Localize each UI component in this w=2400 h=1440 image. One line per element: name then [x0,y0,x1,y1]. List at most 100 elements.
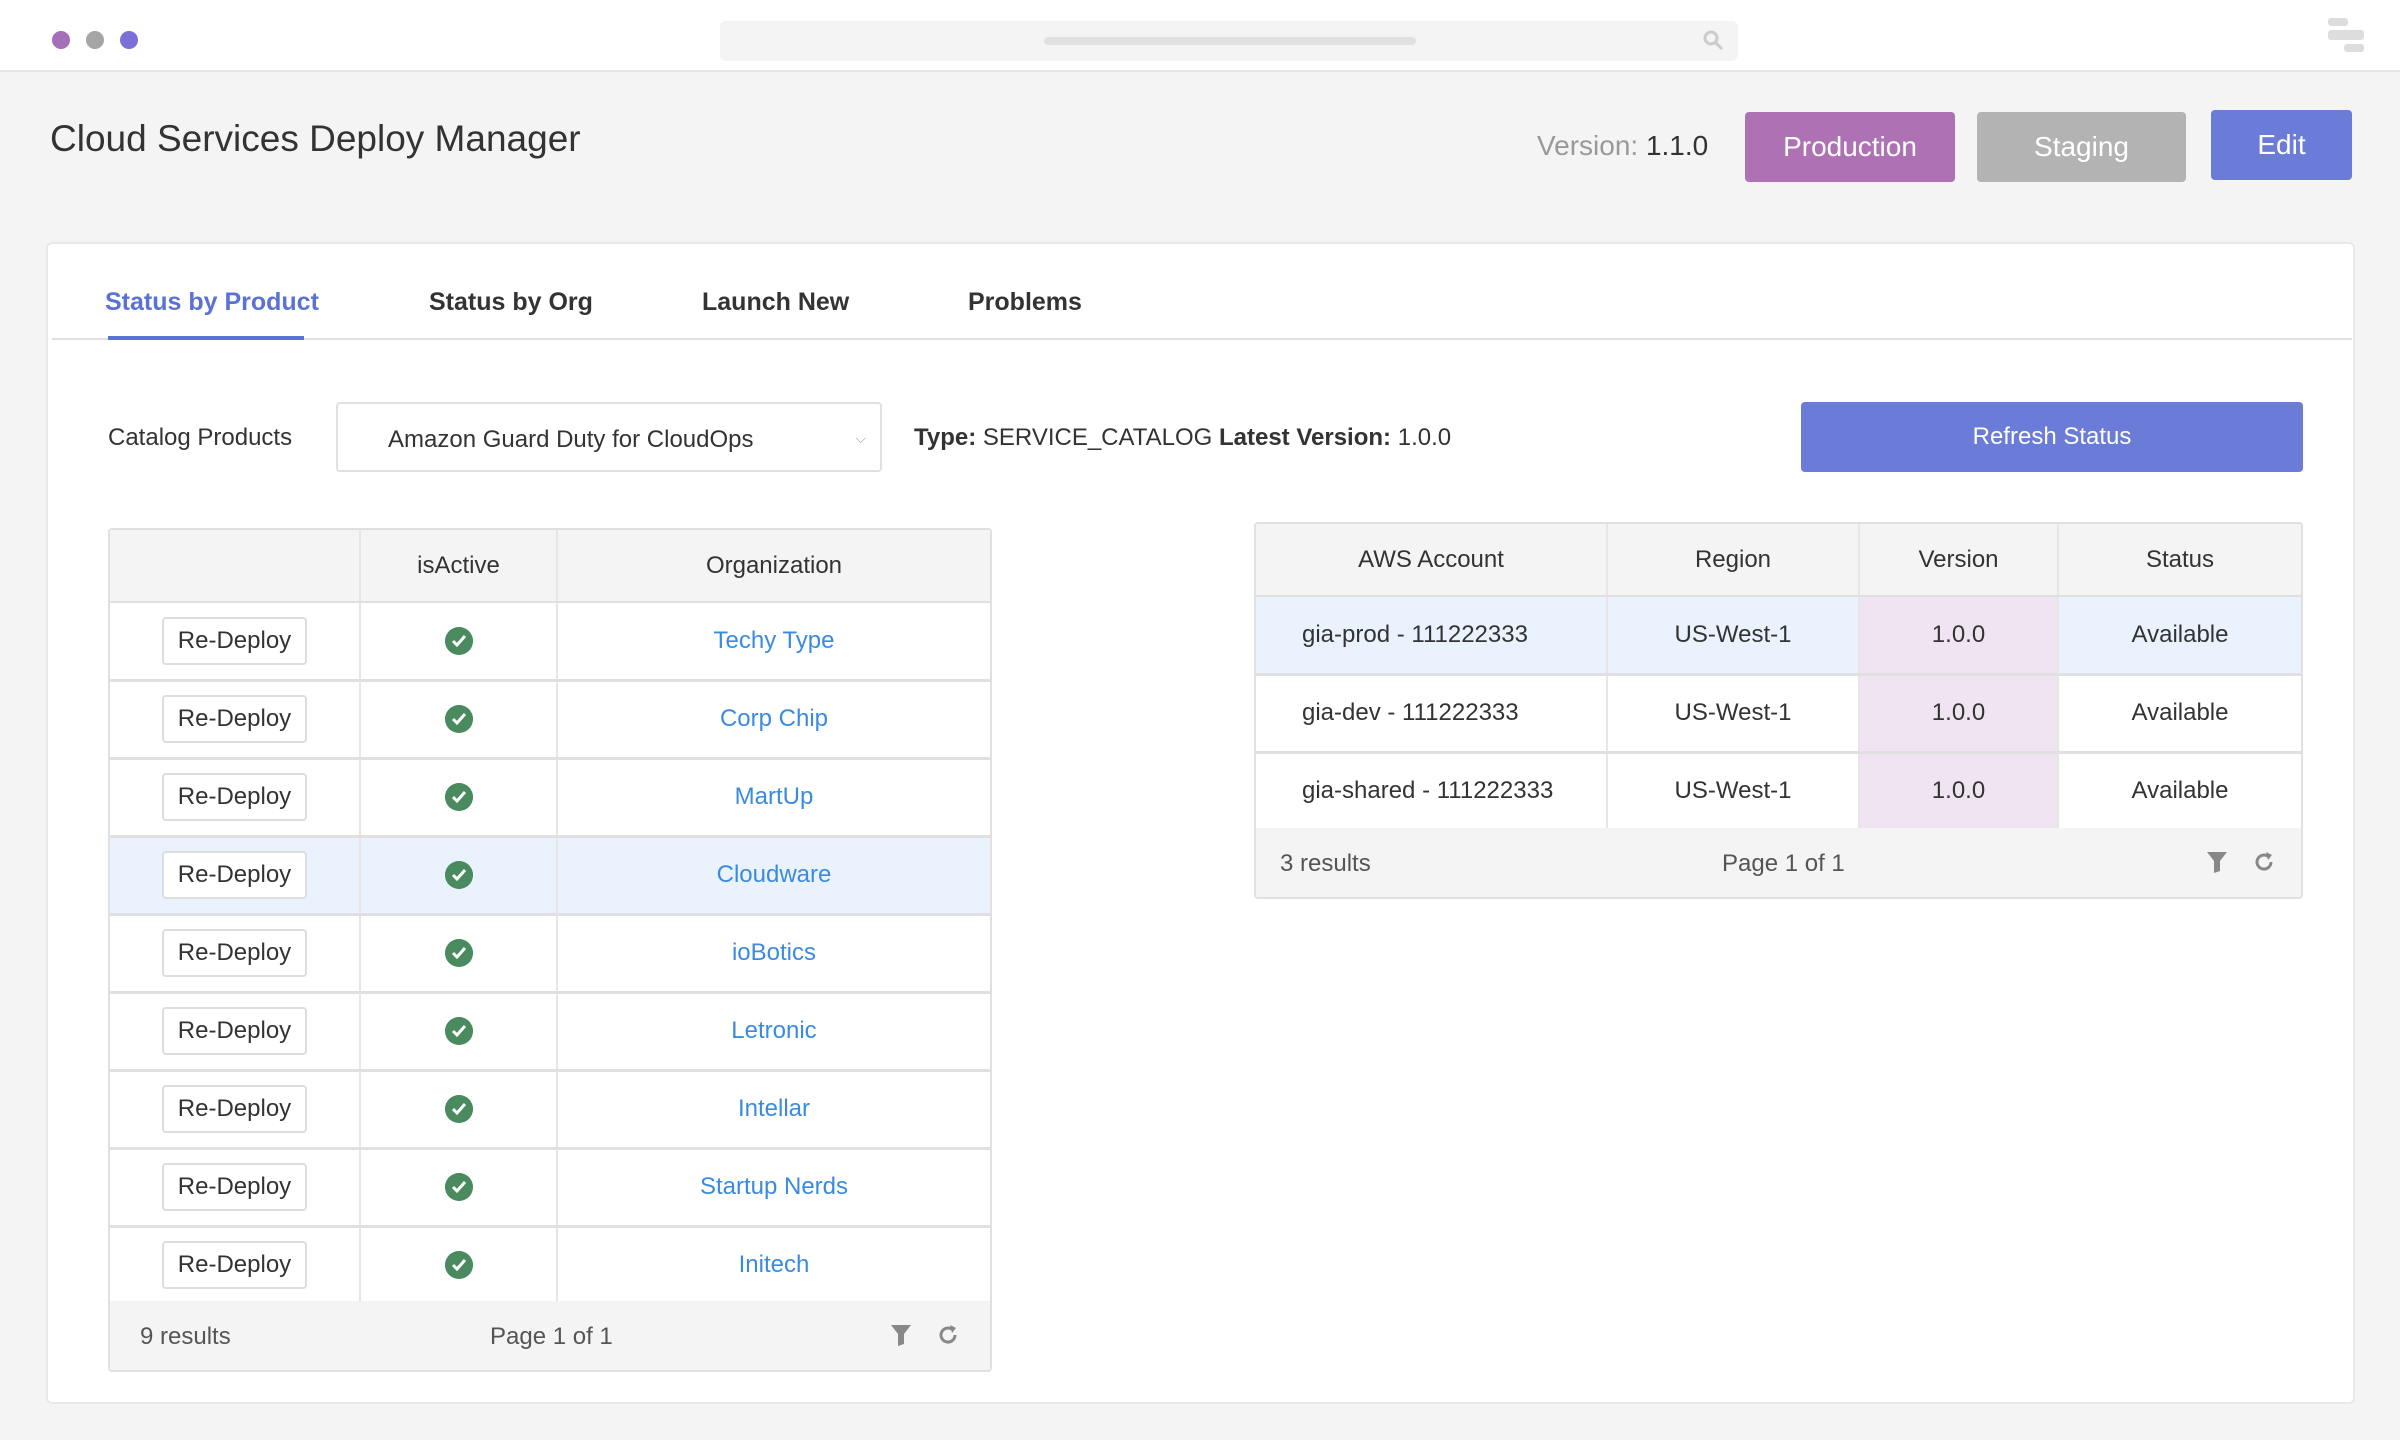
table-row[interactable]: gia-shared - 111222333 US-West-1 1.0.0 A… [1256,752,2301,832]
aws-account-cell: gia-prod - 111222333 [1256,596,1608,676]
organization-link[interactable]: Corp Chip [719,705,829,732]
organization-cell: Intellar [557,1070,990,1150]
catalog-product-select[interactable]: Amazon Guard Duty for CloudOps ⌵ [336,402,882,472]
refresh-icon[interactable] [2252,850,2276,874]
table-row[interactable]: Re-Deploy Initech [110,1226,990,1306]
actions-cell: Re-Deploy [110,1226,361,1306]
results-count: 9 results [140,1323,231,1350]
tab-launch-new[interactable]: Launch New [702,288,850,316]
actions-cell: Re-Deploy [110,680,361,760]
table-row[interactable]: Re-Deploy Cloudware [110,836,990,916]
redeploy-button[interactable]: Re-Deploy [161,773,308,821]
redeploy-button[interactable]: Re-Deploy [161,929,308,977]
refresh-status-button[interactable]: Refresh Status [1801,402,2303,472]
aws-account-cell: gia-dev - 111222333 [1256,674,1608,754]
window-dot-minimize[interactable] [86,31,104,49]
filter-icon[interactable] [890,1323,912,1347]
table-row[interactable]: gia-dev - 111222333 US-West-1 1.0.0 Avai… [1256,674,2301,754]
column-header-region[interactable]: Region [1607,524,1860,597]
check-circle-icon [444,939,473,968]
status-cell: Available [2058,674,2301,754]
organization-cell: MartUp [557,758,990,838]
organization-link[interactable]: Techy Type [713,626,835,654]
version-cell: 1.0.0 [1859,596,2059,676]
redeploy-button[interactable]: Re-Deploy [161,1085,308,1133]
actions-cell: Re-Deploy [110,836,361,916]
redeploy-button[interactable]: Re-Deploy [161,695,308,743]
isactive-cell [360,602,558,682]
organization-link[interactable]: ioBotics [731,939,817,966]
organization-link[interactable]: MartUp [734,783,814,810]
table-row[interactable]: Re-Deploy ioBotics [110,914,990,994]
organization-cell: Startup Nerds [557,1148,990,1228]
organization-cell: Corp Chip [557,680,990,760]
column-header-isactive[interactable]: isActive [360,530,558,603]
version-cell: 1.0.0 [1859,674,2059,754]
redeploy-button[interactable]: Re-Deploy [161,616,308,665]
edit-button[interactable]: Edit [2211,110,2352,180]
staging-button[interactable]: Staging [1977,112,2186,182]
organization-table-footer: 9 results Page 1 of 1 [110,1301,990,1370]
check-circle-icon [444,1095,473,1124]
isactive-cell [360,1226,558,1306]
catalog-label: Catalog Products [108,424,293,451]
tab-status-by-org[interactable]: Status by Org [429,288,593,316]
menu-icon[interactable] [2326,18,2366,52]
column-header-status[interactable]: Status [2058,524,2301,597]
region-cell: US-West-1 [1607,752,1860,832]
table-row[interactable]: Re-Deploy MartUp [110,758,990,838]
redeploy-button[interactable]: Re-Deploy [161,1007,308,1055]
version-cell: 1.0.0 [1859,752,2059,832]
organization-link[interactable]: Initech [738,1251,810,1278]
check-circle-icon [444,861,473,890]
chevron-down-icon: ⌵ [855,430,866,446]
column-header-version[interactable]: Version [1859,524,2059,597]
actions-cell: Re-Deploy [110,1070,361,1150]
isactive-cell [360,1148,558,1228]
isactive-cell [360,680,558,760]
status-cell: Available [2058,596,2301,676]
organization-link[interactable]: Letronic [731,1017,817,1044]
table-row[interactable]: Re-Deploy Intellar [110,1070,990,1150]
region-cell: US-West-1 [1607,596,1860,676]
production-button[interactable]: Production [1745,112,1955,182]
organization-cell: Letronic [557,992,990,1072]
filter-icon[interactable] [2206,850,2228,874]
check-circle-icon [444,627,473,656]
actions-cell: Re-Deploy [110,602,361,682]
organization-link[interactable]: Cloudware [716,861,832,888]
column-header-aws-account[interactable]: AWS Account [1256,524,1608,597]
redeploy-button[interactable]: Re-Deploy [161,1241,308,1289]
column-header-organization[interactable]: Organization [557,530,990,603]
redeploy-button[interactable]: Re-Deploy [161,1163,308,1211]
table-row[interactable]: Re-Deploy Techy Type [110,602,990,682]
page-title: Cloud Services Deploy Manager [50,118,581,159]
version-readout: Version: 1.1.0 [1537,130,1708,162]
check-circle-icon [444,1017,473,1046]
catalog-selected-value: Amazon Guard Duty for CloudOps [388,426,754,453]
refresh-icon[interactable] [936,1323,960,1347]
window-dot-close[interactable] [52,31,70,49]
address-placeholder [1044,37,1416,45]
organization-table: isActive Organization Re-Deploy Techy Ty… [108,528,992,1372]
page-indicator: Page 1 of 1 [1722,850,1845,877]
isactive-cell [360,836,558,916]
redeploy-button[interactable]: Re-Deploy [161,851,308,899]
table-row[interactable]: Re-Deploy Corp Chip [110,680,990,760]
main-card: Status by Product Status by Org Launch N… [46,242,2355,1404]
actions-cell: Re-Deploy [110,758,361,838]
organization-link[interactable]: Intellar [737,1095,811,1122]
check-circle-icon [444,783,473,812]
table-row[interactable]: Re-Deploy Startup Nerds [110,1148,990,1228]
table-row[interactable]: Re-Deploy Letronic [110,992,990,1072]
page-indicator: Page 1 of 1 [490,1323,613,1350]
tab-status-by-product[interactable]: Status by Product [105,288,319,316]
tab-problems[interactable]: Problems [968,288,1082,316]
table-row[interactable]: gia-prod - 111222333 US-West-1 1.0.0 Ava… [1256,596,2301,676]
isactive-cell [360,1070,558,1150]
window-dot-maximize[interactable] [120,31,138,49]
check-circle-icon [444,1251,473,1280]
actions-cell: Re-Deploy [110,914,361,994]
organization-link[interactable]: Startup Nerds [699,1173,849,1200]
address-bar[interactable] [720,21,1738,61]
